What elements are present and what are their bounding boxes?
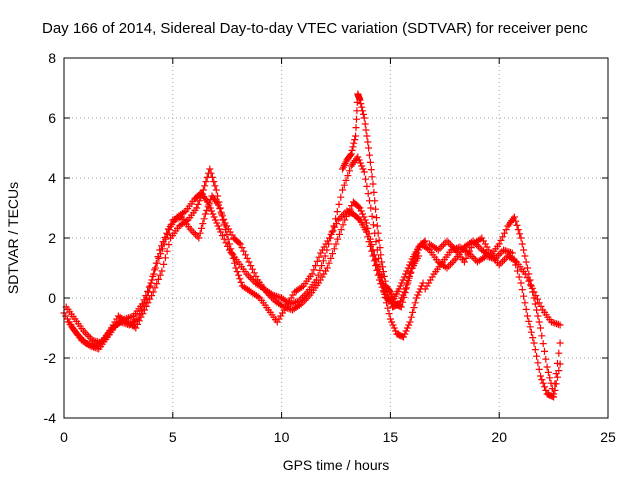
data-points	[60, 90, 564, 401]
x-tick-label: 5	[169, 429, 177, 445]
x-tick-label: 20	[491, 429, 507, 445]
axis-ticks: 0 5 10 15 20 25 -4 -2 0 2 4 6 8	[44, 50, 616, 445]
y-tick-label: -2	[44, 350, 57, 366]
x-tick-label: 0	[60, 429, 68, 445]
y-tick-label: -4	[44, 410, 57, 426]
series-markers	[426, 234, 564, 329]
y-tick-label: 8	[48, 50, 56, 66]
y-tick-label: 6	[48, 110, 56, 126]
chart-title: Day 166 of 2014, Sidereal Day-to-day VTE…	[42, 20, 588, 37]
y-tick-label: 0	[48, 290, 56, 306]
y-axis-label: SDTVAR / TECUs	[5, 182, 21, 294]
x-tick-label: 15	[383, 429, 399, 445]
series-track-6	[426, 234, 564, 329]
y-tick-label: 4	[48, 170, 56, 186]
y-tick-label: 2	[48, 230, 56, 246]
x-axis-label: GPS time / hours	[283, 457, 390, 473]
x-tick-label: 10	[274, 429, 290, 445]
x-tick-label: 25	[600, 429, 616, 445]
grid-lines	[64, 58, 608, 418]
